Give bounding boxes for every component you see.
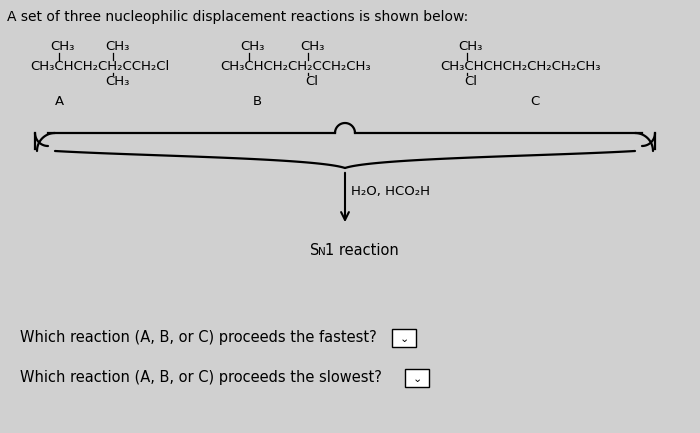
Text: ⌄: ⌄ bbox=[412, 374, 421, 384]
Text: CH₃CHCH₂CH₂CCH₂CH₃: CH₃CHCH₂CH₂CCH₂CH₃ bbox=[220, 60, 370, 73]
Text: B: B bbox=[253, 95, 262, 108]
Text: 1 reaction: 1 reaction bbox=[325, 243, 399, 258]
Text: A set of three nucleophilic displacement reactions is shown below:: A set of three nucleophilic displacement… bbox=[7, 10, 468, 24]
Text: Cl: Cl bbox=[305, 75, 318, 88]
Text: CH₃: CH₃ bbox=[50, 40, 74, 53]
Text: CH₃: CH₃ bbox=[300, 40, 324, 53]
Text: Which reaction (A, B, or C) proceeds the slowest?: Which reaction (A, B, or C) proceeds the… bbox=[20, 370, 382, 385]
Text: CH₃CHCH₂CH₂CCH₂Cl: CH₃CHCH₂CH₂CCH₂Cl bbox=[30, 60, 169, 73]
Text: CH₃: CH₃ bbox=[105, 40, 130, 53]
Text: CH₃: CH₃ bbox=[458, 40, 482, 53]
Text: Which reaction (A, B, or C) proceeds the fastest?: Which reaction (A, B, or C) proceeds the… bbox=[20, 330, 377, 345]
Text: S: S bbox=[310, 243, 319, 258]
Text: ⌄: ⌄ bbox=[399, 334, 409, 344]
Text: N: N bbox=[318, 247, 326, 257]
FancyBboxPatch shape bbox=[392, 329, 416, 347]
Text: CH₃: CH₃ bbox=[105, 75, 130, 88]
Text: CH₃CHCHCH₂CH₂CH₂CH₃: CH₃CHCHCH₂CH₂CH₂CH₃ bbox=[440, 60, 601, 73]
Text: Cl: Cl bbox=[464, 75, 477, 88]
Text: H₂O, HCO₂H: H₂O, HCO₂H bbox=[351, 185, 430, 198]
FancyBboxPatch shape bbox=[405, 369, 429, 387]
Text: C: C bbox=[530, 95, 539, 108]
Text: CH₃: CH₃ bbox=[240, 40, 265, 53]
Text: A: A bbox=[55, 95, 64, 108]
